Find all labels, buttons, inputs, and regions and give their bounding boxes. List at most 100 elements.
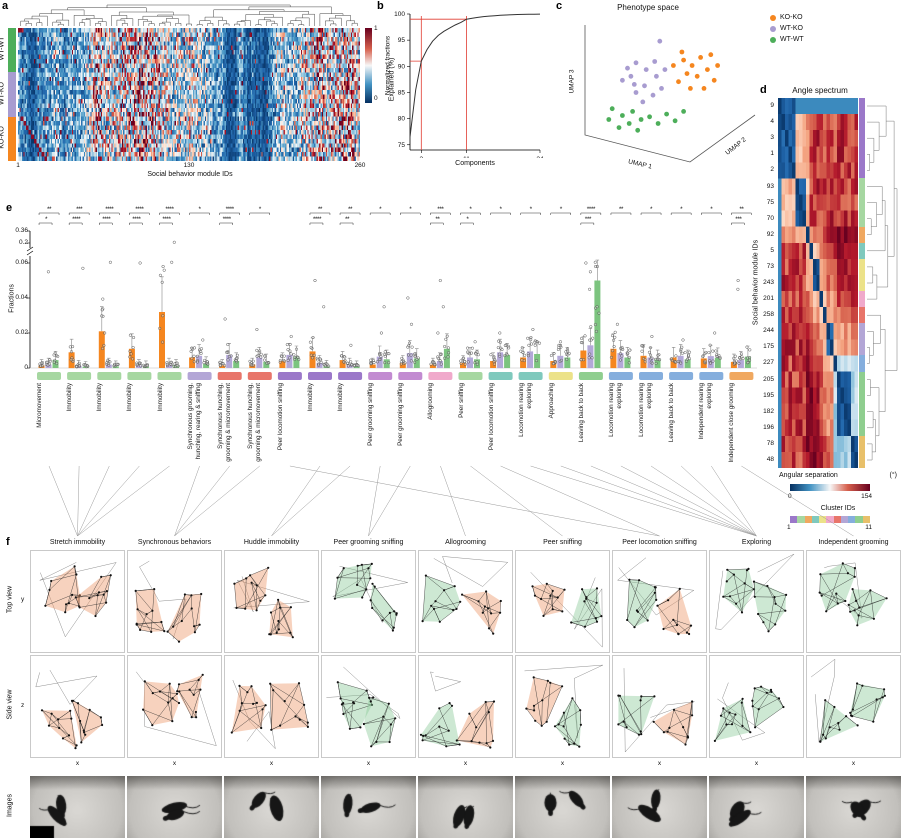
mouse-hull: [456, 701, 494, 748]
keypoint: [151, 724, 154, 727]
mouse-photo: [224, 776, 319, 838]
data-point: [612, 338, 616, 342]
keypoint: [44, 604, 47, 607]
c-point-KO-KO: [705, 67, 710, 72]
behavior-label: Peer grooming sniffing: [397, 383, 405, 446]
data-point: [199, 347, 204, 351]
b-ytick: 100: [394, 11, 405, 18]
behavior-color-box: [67, 372, 92, 380]
keypoint: [342, 567, 345, 570]
keypoint: [481, 611, 484, 614]
row-group-label: WT-WT: [0, 36, 6, 61]
keypoint: [105, 590, 108, 593]
data-point: [128, 333, 132, 337]
module-id-label: 258: [763, 311, 774, 319]
keypoint: [50, 712, 53, 715]
data-point: [255, 354, 259, 358]
keypoint: [853, 575, 856, 578]
keypoint: [760, 685, 763, 688]
keypoint: [487, 711, 490, 714]
data-point: [316, 358, 320, 362]
mouse-hull: [45, 566, 80, 613]
keypoint: [177, 701, 181, 705]
behavior-color-box: [578, 372, 603, 380]
significance: ****: [223, 216, 232, 223]
keypoint: [655, 598, 658, 601]
outlier-point: [313, 278, 317, 283]
f-axis-x: x: [463, 760, 468, 767]
pose-plot: [616, 557, 695, 636]
data-point: [526, 354, 530, 358]
keypoint: [255, 584, 258, 587]
behavior-color-box: [127, 372, 152, 380]
keypoint: [370, 745, 373, 748]
keypoint: [617, 723, 620, 726]
data-point: [595, 264, 599, 269]
bar-WT-KO: [75, 365, 82, 368]
data-point: [413, 354, 417, 359]
module-id-label: 9: [770, 102, 774, 109]
data-point: [288, 342, 292, 346]
keypoint: [424, 574, 427, 577]
behavior-label: Leaving back to back: [577, 383, 585, 443]
module-id-label: 196: [763, 423, 774, 431]
data-point: [609, 355, 613, 359]
b-ytick: 80: [398, 116, 406, 123]
data-point: [658, 358, 662, 362]
data-point: [611, 349, 615, 353]
module-id-label: 2: [770, 166, 774, 174]
keypoint: [568, 743, 571, 746]
behavior-color-box: [729, 372, 754, 380]
keypoint: [99, 716, 102, 719]
c-point-WT-WT: [606, 117, 612, 122]
pose-plot: [134, 560, 203, 643]
data-point: [135, 361, 139, 365]
data-point: [498, 354, 502, 358]
keypoint: [579, 723, 582, 726]
data-point: [679, 361, 683, 365]
keypoint: [201, 673, 204, 676]
keypoint: [289, 606, 292, 609]
keypoint: [145, 613, 148, 616]
keypoint: [372, 696, 375, 699]
data-point: [406, 345, 410, 349]
keypoint: [448, 702, 451, 705]
keypoint: [546, 679, 549, 682]
outlier-point: [436, 331, 440, 335]
legend-item: WT-KO: [770, 25, 804, 32]
keypoint: [283, 700, 286, 703]
keypoint: [269, 682, 272, 685]
data-point: [591, 336, 595, 340]
data-point: [701, 354, 705, 359]
keypoint: [678, 587, 681, 590]
fractions-bar-chart: *********************************** *****…: [26, 206, 854, 537]
data-point: [285, 343, 289, 347]
keypoint: [461, 593, 464, 596]
data-point: [738, 356, 742, 360]
keypoint: [540, 724, 543, 727]
keypoint: [178, 690, 181, 693]
data-point: [278, 360, 282, 364]
module-id-label: 5: [770, 246, 774, 254]
b-xlabel: Components: [455, 160, 495, 167]
keypoint: [389, 723, 392, 726]
data-point: [128, 349, 132, 353]
bar-KO-KO: [640, 355, 647, 369]
data-point: [399, 362, 403, 366]
data-point: [432, 363, 437, 367]
keypoint: [362, 722, 365, 726]
c-point-KO-KO: [694, 73, 700, 79]
behavior-color-box: [458, 372, 483, 380]
pose-plot: [530, 572, 603, 648]
significance: ****: [102, 216, 111, 223]
keypoint: [388, 740, 391, 744]
keypoint: [58, 726, 61, 730]
cluster-id-segment: [840, 516, 849, 523]
keypoint: [685, 631, 689, 634]
mouse-hull: [723, 568, 754, 613]
keypoint: [160, 620, 163, 624]
data-point: [112, 364, 116, 368]
behavior-label: Locomotion rearing exploring: [517, 383, 533, 437]
data-point: [507, 346, 511, 350]
keypoint: [246, 691, 249, 694]
